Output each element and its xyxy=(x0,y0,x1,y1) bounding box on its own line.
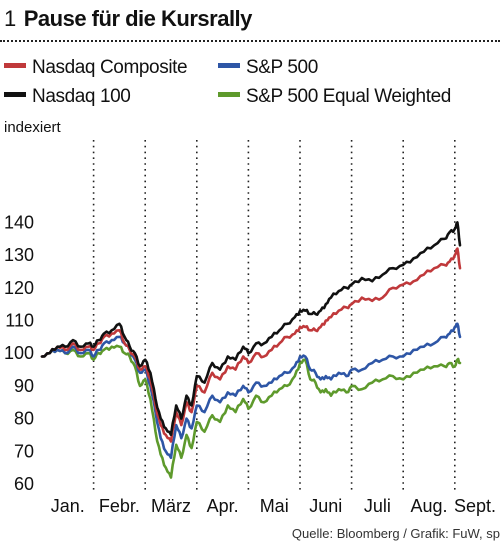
chart-title: 1 Pause für die Kursrally xyxy=(4,6,252,32)
legend-item-sp500: S&P 500 xyxy=(218,57,318,79)
y-tick-label: 140 xyxy=(4,212,34,232)
x-tick-label: Juli xyxy=(364,496,391,516)
y-axis-unit-label: indexiert xyxy=(4,119,61,136)
legend-label: Nasdaq 100 xyxy=(32,86,131,107)
y-tick-label: 70 xyxy=(14,441,34,461)
grid-lines xyxy=(92,140,456,490)
y-axis-ticks: 60 70 80 90 100 110 120 130 140 xyxy=(4,212,34,494)
x-tick-label: Juni xyxy=(309,496,342,516)
legend-swatch xyxy=(4,92,26,98)
x-tick-label: Febr. xyxy=(99,496,140,516)
legend-swatch xyxy=(218,63,240,69)
series-line-s-p-500-equal-weighted xyxy=(40,344,462,479)
x-tick-label: März xyxy=(151,496,191,516)
y-tick-label: 100 xyxy=(4,343,34,363)
y-tick-label: 130 xyxy=(4,245,34,265)
x-tick-label: Apr. xyxy=(207,496,239,516)
x-axis-ticks: Jan. Febr. März Apr. Mai Juni Juli Aug. Sept. xyxy=(51,496,496,516)
legend-swatch xyxy=(218,92,240,98)
y-tick-label: 80 xyxy=(14,409,34,429)
chart-number: 1 xyxy=(4,6,16,31)
y-tick-label: 120 xyxy=(4,278,34,298)
chart-title-text: Pause für die Kursrally xyxy=(23,6,253,31)
x-tick-label: Mai xyxy=(260,496,289,516)
legend-label: S&P 500 xyxy=(246,57,318,78)
y-tick-label: 60 xyxy=(14,474,34,494)
series-line-nasdaq-100 xyxy=(40,221,462,437)
x-tick-label: Aug. xyxy=(410,496,447,516)
legend-item-nasdaq-100: Nasdaq 100 xyxy=(4,86,131,108)
series-line-s-p-500 xyxy=(40,322,462,460)
line-chart: 60 70 80 90 100 110 120 130 140 Jan. Febr. März Apr… xyxy=(4,140,496,516)
legend-item-nasdaq-composite: Nasdaq Composite xyxy=(4,57,188,79)
y-tick-label: 110 xyxy=(5,311,34,331)
legend-item-sp500-equal-weighted: S&P 500 Equal Weighted xyxy=(218,86,451,108)
legend-swatch xyxy=(4,63,26,69)
y-tick-label: 90 xyxy=(14,376,34,396)
x-tick-label: Sept. xyxy=(454,496,496,516)
series-lines xyxy=(40,221,462,479)
legend-label: S&P 500 Equal Weighted xyxy=(246,86,451,107)
title-divider xyxy=(0,40,500,42)
legend-label: Nasdaq Composite xyxy=(32,57,188,78)
series-line-nasdaq-composite xyxy=(40,247,462,443)
x-tick-label: Jan. xyxy=(51,496,85,516)
source-credit: Quelle: Bloomberg / Grafik: FuW, sp xyxy=(291,526,500,541)
